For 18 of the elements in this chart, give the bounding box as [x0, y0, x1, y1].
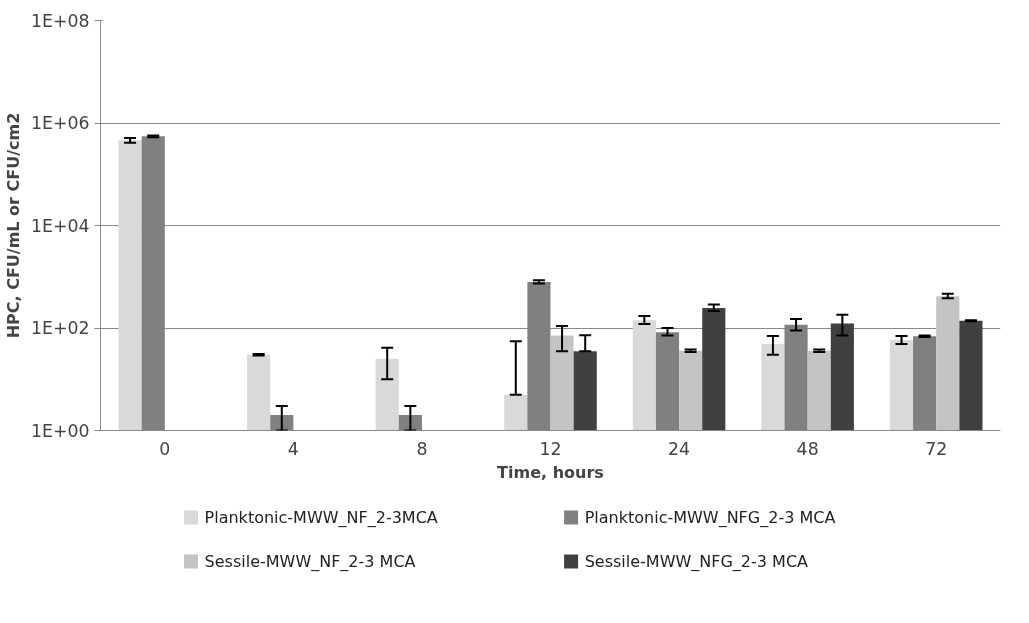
y-tick-label: 1E+04 — [30, 215, 90, 236]
x-tick-label: 12 — [539, 438, 562, 459]
legend-label: Sessile-MWW_NF_2-3 MCA — [204, 552, 416, 572]
x-tick-label: 48 — [796, 438, 819, 459]
y-tick-label: 1E+06 — [30, 113, 90, 133]
x-tick-label: 24 — [668, 438, 691, 459]
y-tick-label: 1E+08 — [30, 10, 90, 31]
y-axis-title: HPC, CFU/mL or CFU/cm2 — [3, 112, 23, 339]
legend-label: Sessile-MWW_NFG_2-3 MCA — [584, 552, 809, 572]
x-tick-label: 4 — [287, 438, 299, 459]
x-tick-label: 72 — [925, 438, 948, 459]
x-axis-title: Time, hours — [497, 462, 604, 482]
y-tick-label: 1E+00 — [30, 420, 90, 441]
x-tick-label: 0 — [159, 438, 171, 459]
legend-label: Planktonic-MWW_NFG_2-3 MCA — [584, 508, 836, 528]
legend-label: Planktonic-MWW_NF_2-3MCA — [204, 508, 438, 528]
y-tick-label: 1E+02 — [30, 318, 90, 338]
x-tick-label: 8 — [416, 438, 428, 459]
